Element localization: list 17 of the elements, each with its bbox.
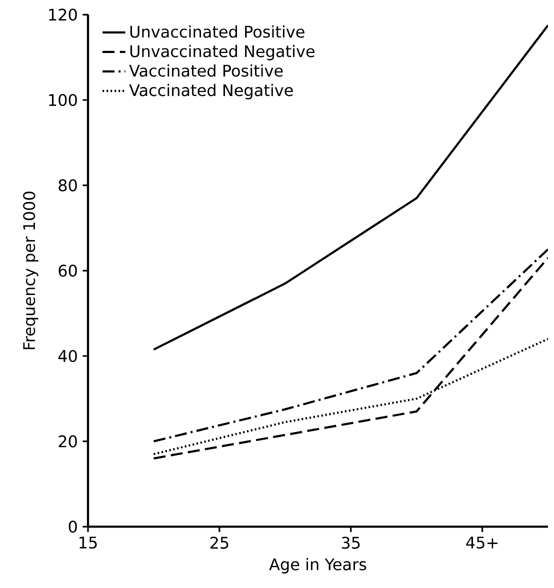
legend-label: Vaccinated Positive (129, 64, 283, 77)
x-tick-label: 15 (80, 536, 97, 549)
y-tick-label: 0 (68, 520, 77, 533)
legend-label: Vaccinated Negative (129, 84, 293, 100)
legend-label: Unvaccinated Negative (130, 44, 314, 60)
y-axis-title: Frequency per 1000 (23, 192, 38, 350)
legend-label: Unvaccinated Positive (130, 25, 304, 38)
x-tick-label: 35 (342, 536, 360, 549)
y-tick-label: 40 (58, 350, 77, 362)
x-tick-label: 45+ (466, 536, 498, 549)
y-tick-label: 80 (58, 179, 77, 192)
y-tick-label: 60 (58, 264, 77, 277)
y-tick-label: 100 (49, 94, 77, 106)
y-tick-label: 20 (58, 435, 77, 448)
x-tick-label: 25 (210, 536, 228, 549)
y-tick-label: 120 (49, 8, 77, 21)
x-axis-title: Age in Years (269, 558, 366, 574)
